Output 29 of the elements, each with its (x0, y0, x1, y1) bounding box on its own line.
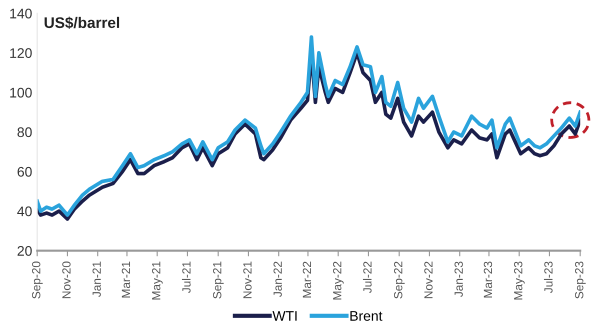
x-tick-label: Mar-21 (122, 262, 130, 298)
x-tick-label: Sep-23 (575, 262, 586, 299)
x-tick-label: Nov-22 (424, 262, 433, 298)
x-tick-label: Jan-23 (454, 262, 463, 297)
x-tick-label: Jul-23 (544, 262, 553, 294)
x-tick-label: Mar-22 (302, 262, 312, 298)
x-tick-label: May-22 (333, 262, 344, 300)
x-tick-label: Sep-21 (213, 262, 224, 299)
x-tick-label: Nov-21 (243, 262, 252, 298)
x-tick-label: Sep-22 (394, 262, 405, 299)
x-tick-label: Sep-20 (32, 262, 43, 299)
x-tick-label: May-21 (152, 262, 163, 300)
x-tick-label: May-23 (514, 262, 525, 300)
y-tick-label: 40 (17, 206, 32, 216)
legend-label: WTI (272, 311, 297, 321)
y-tick-label: 100 (10, 88, 32, 98)
y-axis-title: US$/barrel (44, 16, 120, 30)
legend-label: Brent (350, 311, 382, 321)
x-tick-label: Jul-21 (182, 262, 191, 294)
y-tick-label: 20 (18, 246, 32, 256)
x-tick-label: Jan-21 (92, 262, 101, 297)
y-tick-label: 80 (17, 127, 32, 138)
x-tick-label: Jul-22 (362, 262, 372, 294)
y-tick-label: 140 (10, 8, 32, 18)
x-tick-label: Mar-23 (484, 262, 492, 298)
x-tick-label: Nov-20 (62, 262, 71, 298)
y-tick-label: 60 (18, 166, 32, 177)
x-tick-label: Jan-22 (274, 262, 282, 297)
y-tick-label: 120 (10, 48, 32, 58)
